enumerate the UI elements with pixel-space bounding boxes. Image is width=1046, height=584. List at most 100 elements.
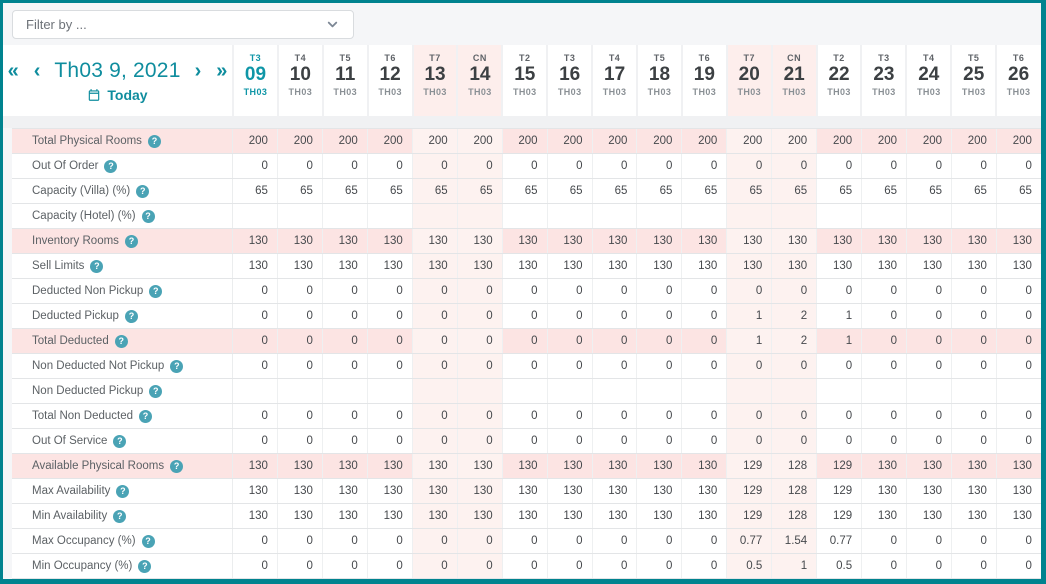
value-cell: 130 [637, 454, 683, 478]
value-cell: 0 [1025, 360, 1032, 372]
row-label: Max Occupancy (%) [32, 535, 136, 547]
day-of-week-label: T2 [519, 53, 531, 63]
row-label: Capacity (Hotel) (%) [32, 210, 136, 222]
prev-button[interactable]: ‹ [33, 59, 41, 82]
value-cell: 0 [548, 154, 593, 178]
value-cell [503, 379, 548, 403]
help-icon[interactable]: ? [149, 384, 163, 398]
month-label: TH03 [1006, 86, 1031, 97]
table-row: Min Occupancy (%)? 0 0 0 0 0 0 0 0 0 0 0 0.5 1 0.5 0 0 0 0 [12, 554, 1041, 579]
value-cell: 130 [862, 454, 908, 478]
value-cell: 0 [503, 279, 548, 303]
value-cell: 0 [233, 554, 278, 578]
table-row: Sell Limits? 130 130 130 130 130 130 130 130 130 1… [12, 254, 1041, 279]
value-cell: 65 [952, 179, 997, 203]
filter-dropdown[interactable]: Filter by ... [12, 10, 354, 39]
help-icon[interactable]: ? [124, 309, 138, 323]
value-cell: 130 [682, 229, 728, 253]
row-label-cell: Max Occupancy (%)? [12, 529, 233, 553]
help-icon[interactable]: ? [104, 159, 118, 173]
value-cell: 130 [862, 229, 908, 253]
value-cell: 130 [503, 454, 548, 478]
row-label: Available Physical Rooms [32, 460, 165, 472]
help-icon[interactable]: ? [124, 234, 138, 248]
value-cell: 0 [817, 429, 863, 453]
day-column-header-21: CN 21 TH03 [770, 45, 816, 116]
value-cell: 130 [817, 254, 863, 278]
row-label: Inventory Rooms [32, 235, 119, 247]
help-icon[interactable]: ? [170, 459, 184, 473]
help-icon[interactable]: ? [113, 434, 127, 448]
value-cell: 65 [772, 179, 818, 203]
value-cell: 0 [233, 404, 278, 428]
value-cell: 0 [907, 354, 952, 378]
value-cell: 130 [412, 229, 458, 253]
value-cell: 1 [817, 304, 863, 328]
help-icon[interactable]: ? [141, 209, 155, 223]
table-row: Total Non Deducted? 0 0 0 0 0 0 0 0 0 0 0 0 0 0 0 0 0 0 [12, 404, 1041, 429]
month-label: TH03 [512, 86, 537, 97]
value-cell: 0 [233, 354, 278, 378]
value-cell: 129 [727, 454, 773, 478]
value-cell: 0 [323, 554, 368, 578]
value-cell: 0 [862, 554, 908, 578]
month-label: TH03 [917, 86, 941, 97]
value-cell: 0 [907, 304, 952, 328]
help-icon[interactable]: ? [114, 334, 128, 348]
value-cell: 0 [503, 154, 548, 178]
value-cell: 0 [593, 529, 638, 553]
value-cell: 129 [727, 504, 773, 528]
value-cell: 0 [233, 154, 278, 178]
day-column-header-10: T4 10 TH03 [276, 45, 322, 116]
value-cell: 0 [682, 329, 728, 353]
today-label: Today [107, 86, 148, 103]
help-icon[interactable]: ? [116, 484, 130, 498]
value-cell: 130 [637, 479, 683, 503]
day-column-header-16: T3 16 TH03 [546, 45, 592, 116]
help-icon[interactable]: ? [170, 359, 184, 373]
help-icon[interactable]: ? [138, 559, 152, 573]
table-row: Available Physical Rooms? 130 130 130 130 130… [12, 454, 1041, 479]
help-icon[interactable]: ? [147, 134, 161, 148]
value-cell: 130 [278, 479, 323, 503]
value-cell: 130 [457, 479, 503, 503]
next-button[interactable]: › [194, 59, 202, 82]
value-cell: 0 [503, 404, 548, 428]
value-cell: 0.77 [817, 529, 863, 553]
help-icon[interactable]: ? [141, 534, 155, 548]
value-cell: 0 [278, 404, 323, 428]
row-label-cell: Total Deducted? [12, 329, 233, 353]
last-page-button[interactable]: » [216, 59, 228, 82]
table-row: Deducted Non Pickup? 0 0 0 0 0 0 0 0 0 0 0 0 0 0 0 0 0 0 [12, 279, 1041, 304]
value-cell: 0 [637, 279, 683, 303]
value-cell: 130 [682, 479, 728, 503]
value-cell: 0 [1025, 535, 1032, 547]
value-cell: 130 [368, 229, 413, 253]
help-icon[interactable]: ? [90, 259, 104, 273]
day-number: 20 [738, 64, 760, 85]
day-of-week-label: T3 [249, 53, 262, 63]
value-cell: 0 [682, 429, 728, 453]
value-cell: 0 [368, 354, 413, 378]
row-label-cell: Out Of Service? [12, 429, 233, 453]
value-cell [952, 204, 997, 228]
value-cell: 0 [503, 304, 548, 328]
row-label: Total Physical Rooms [32, 135, 142, 147]
value-cell: 130 [907, 504, 952, 528]
value-cell [682, 204, 728, 228]
today-button[interactable]: Today [87, 86, 148, 103]
table-row: Max Availability? 130 130 130 130 130 130 130 13… [12, 479, 1041, 504]
value-cell: 130 [1012, 460, 1032, 472]
value-cell: 65 [727, 179, 773, 203]
help-icon[interactable]: ? [149, 284, 163, 298]
value-cell: 200 [233, 129, 278, 153]
first-page-button[interactable]: « [7, 59, 19, 82]
help-icon[interactable]: ? [136, 184, 150, 198]
value-cell [862, 204, 908, 228]
value-cell: 130 [233, 479, 278, 503]
help-icon[interactable]: ? [113, 509, 127, 523]
value-cell [368, 204, 413, 228]
value-cell: 0 [862, 304, 908, 328]
help-icon[interactable]: ? [139, 409, 153, 423]
value-cell: 0 [412, 154, 458, 178]
